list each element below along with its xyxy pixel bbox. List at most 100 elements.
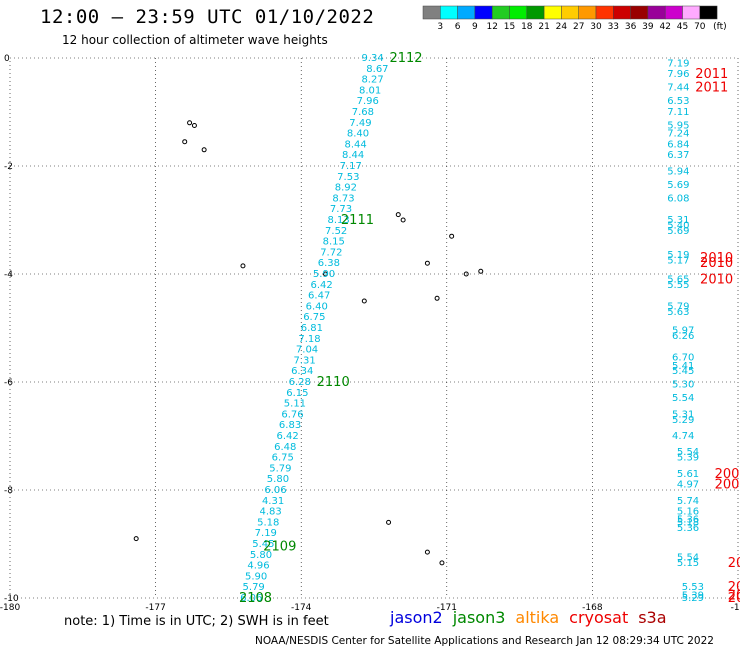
pass-label: 200 [728,588,740,603]
color-scale-label: 24 [556,22,568,32]
data-point-label: 6.06 [264,485,286,496]
data-point-label: 5.55 [667,280,689,291]
data-point-label: 4.74 [672,431,694,442]
data-point-label: 4.83 [260,507,282,518]
island-marker [424,260,430,266]
island-marker [182,139,188,145]
x-tick-label: -174 [291,603,312,613]
island-marker [133,536,139,542]
pass-label: 2111 [341,213,374,228]
data-point-label: 6.42 [310,280,332,291]
data-point-label: 5.39 [682,590,704,601]
data-point-label: 5.18 [257,517,279,528]
data-point-label: 5.39 [677,453,699,464]
mission-s3a: s3a [638,608,667,627]
data-point-label: 5.54 [677,553,699,564]
data-point-label: 5.16 [677,507,699,518]
data-point-label: 8.27 [361,75,383,86]
color-scale-label: 18 [521,22,533,32]
data-point-label: 9.34 [361,53,383,64]
data-point-label: 6.06 [240,593,262,604]
data-point-label: 5.69 [667,226,689,237]
data-point-label: 8.67 [366,64,388,75]
y-tick-label: -4 [4,270,13,280]
color-scale-label: 39 [642,22,654,32]
data-point-label: 5.80 [267,474,289,485]
color-scale-label: 42 [659,22,670,32]
data-point-label: 4.97 [677,480,699,491]
data-point-label: 5.74 [677,496,699,507]
pass-labels: 2112211121102109210820112011201020102010… [239,51,740,606]
plot-frame [9,57,739,599]
data-point-label: 5.40 [667,220,689,231]
data-point-label: 6.81 [301,323,323,334]
color-scale-swatch [664,5,683,20]
x-tick-label: -180 [0,603,20,613]
data-point-label: 6.42 [277,431,299,442]
y-tick-label: -8 [4,486,13,496]
color-scale-swatch [578,5,597,20]
data-point-label: 6.75 [303,312,325,323]
pass-label: 2109 [263,540,296,555]
island-marker [400,217,406,223]
data-point-label: 5.30 [672,380,694,391]
data-point-label: 7.72 [320,247,342,258]
data-point-label: 8.40 [347,129,369,140]
island-marker [322,271,328,277]
credit-line: NOAA/NESDIS Center for Satellite Applica… [255,635,714,647]
data-point-label: 5.36 [677,515,699,526]
page-subtitle: 12 hour collection of altimeter wave hei… [62,33,328,47]
data-point-label: 7.11 [667,107,689,118]
island-marker [434,295,440,301]
data-point-label: 6.26 [672,331,694,342]
color-scale-swatch [422,5,441,20]
grid [9,57,739,599]
data-point-label: 5.31 [667,215,689,226]
pass-label: 2010 [700,251,733,266]
color-scale-swatch [595,5,614,20]
color-scale-label: 30 [590,22,602,32]
data-point-label: 7.96 [667,69,689,80]
data-point-label: 7.19 [667,58,689,69]
data-point-label: 6.83 [279,420,301,431]
color-scale-unit: (ft) [713,22,727,32]
data-point-label: 5.80 [250,550,272,561]
data-point-label: 7.44 [667,83,689,94]
color-scale-swatch [491,5,510,20]
mission-legend: jason2 jason3 altika cryosat s3a [390,608,677,627]
data-point-label: 7.68 [352,107,374,118]
data-point-label: 5.11 [284,399,306,410]
island-marker [463,271,469,277]
data-point-label: 5.29 [682,593,704,604]
y-tick-label: 0 [4,54,10,64]
data-point-label: 6.70 [672,353,694,364]
data-point-label: 7.04 [296,345,318,356]
data-point-label: 5.65 [667,274,689,285]
pass-label: 2110 [317,375,350,390]
axis-ticks: -180 -177 -174 -171 -168 -16 0 -2 -4 -6 -8 -10 [0,54,740,613]
island-marker [191,123,197,128]
color-scale-label: 45 [677,22,688,32]
data-point-label: 5.18 [677,517,699,528]
color-scale-label: 70 [694,22,706,32]
island-marker [395,212,401,218]
data-point-label: 5.36 [677,523,699,534]
data-point-label: 8.01 [359,85,381,96]
data-point-label: 7.73 [330,204,352,215]
color-scale-swatch [474,5,493,20]
data-point-label: 5.63 [667,307,689,318]
island-marker [439,560,445,566]
mission-cryosat: cryosat [569,608,629,627]
data-point-label: 7.24 [667,129,689,140]
island-marker [386,519,392,525]
mission-jason3: jason3 [452,608,506,627]
pass-label: 2011 [695,81,728,96]
pass-label: 2009 [715,478,740,493]
data-point-label: 8.92 [335,183,357,194]
island-marker [478,268,484,274]
data-point-label: 6.84 [667,139,689,150]
color-scale-swatch [699,5,718,20]
data-point-label: 5.69 [667,180,689,191]
data-point-label: 7.18 [298,334,320,345]
